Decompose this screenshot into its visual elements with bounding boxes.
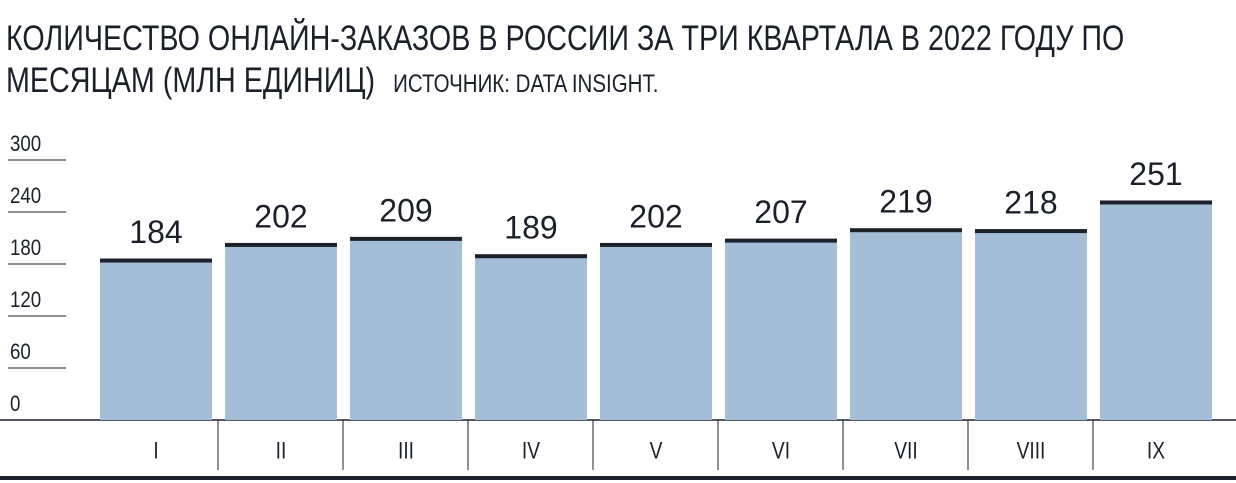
bar xyxy=(100,260,212,420)
bar xyxy=(975,231,1087,420)
value-label: 251 xyxy=(1129,156,1182,192)
y-tick-label: 240 xyxy=(10,184,41,208)
y-tick-label: 180 xyxy=(10,236,41,260)
bar xyxy=(225,244,337,420)
chart-subtitle: ИСТОЧНИК: DATA INSIGHT. xyxy=(393,70,659,98)
bar xyxy=(600,244,712,420)
y-tick-label: 120 xyxy=(10,288,41,312)
bar xyxy=(350,238,462,420)
value-label: 202 xyxy=(254,198,307,234)
x-tick-label: V xyxy=(650,436,663,464)
x-tick-label: VI xyxy=(772,436,790,464)
header: КОЛИЧЕСТВО ОНЛАЙН-ЗАКАЗОВ В РОССИИ ЗА ТР… xyxy=(6,18,1170,105)
x-tick-label: IV xyxy=(522,436,541,464)
x-tick-label: III xyxy=(398,436,414,464)
x-tick-label: II xyxy=(276,436,287,464)
value-label: 219 xyxy=(879,184,932,220)
bar-cap xyxy=(100,258,212,263)
bar-cap xyxy=(1100,200,1212,205)
bar xyxy=(1100,202,1212,420)
bar-cap xyxy=(975,229,1087,234)
value-label: 189 xyxy=(504,210,557,246)
value-label: 202 xyxy=(629,198,682,234)
bar-cap xyxy=(475,254,587,259)
y-tick-label: 0 xyxy=(10,392,20,416)
x-tick-label: VII xyxy=(894,436,917,464)
bar xyxy=(725,240,837,420)
bar xyxy=(475,256,587,420)
bar-cap xyxy=(850,228,962,233)
value-label: 209 xyxy=(379,192,432,228)
x-tick-label: IX xyxy=(1147,436,1166,464)
bar-cap xyxy=(725,238,837,243)
value-label: 218 xyxy=(1004,185,1057,221)
x-tick-label: VIII xyxy=(1017,436,1046,464)
value-label: 184 xyxy=(129,214,182,250)
bar-cap xyxy=(350,236,462,241)
bar-cap xyxy=(600,242,712,247)
bar-cap xyxy=(225,242,337,247)
value-label: 207 xyxy=(754,194,807,230)
y-tick-label: 300 xyxy=(10,132,41,156)
x-tick-label: I xyxy=(153,436,158,464)
bar xyxy=(850,230,962,420)
y-tick-label: 60 xyxy=(10,340,31,364)
chart-title: КОЛИЧЕСТВО ОНЛАЙН-ЗАКАЗОВ В РОССИИ ЗА ТР… xyxy=(6,19,1125,100)
